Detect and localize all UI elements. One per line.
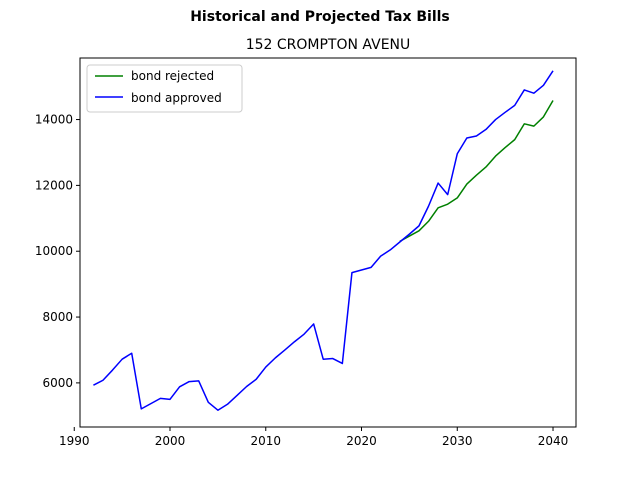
y-tick-label: 12000 bbox=[35, 178, 73, 192]
plot-series bbox=[93, 70, 554, 411]
x-tick-label: 1990 bbox=[59, 434, 90, 448]
legend-label-bond-rejected: bond rejected bbox=[131, 69, 214, 83]
legend-box bbox=[86, 64, 243, 113]
x-tick-label: 2040 bbox=[538, 434, 569, 448]
x-tick-label: 2020 bbox=[346, 434, 377, 448]
x-tick-label: 2000 bbox=[155, 434, 186, 448]
series-line-bond-rejected bbox=[399, 100, 554, 243]
y-tick-label: 6000 bbox=[42, 376, 73, 390]
x-tick-label: 2010 bbox=[250, 434, 281, 448]
plot-frame bbox=[79, 57, 577, 428]
x-axis: 1990 2000 2010 2020 2030 2040 bbox=[59, 427, 568, 448]
legend-label-bond-approved: bond approved bbox=[131, 91, 222, 105]
legend: bond rejected bond approved bbox=[86, 64, 243, 113]
x-tick-label: 2030 bbox=[442, 434, 473, 448]
series-line-bond-approved bbox=[93, 70, 554, 411]
y-tick-label: 8000 bbox=[42, 310, 73, 324]
chart-title: Historical and Projected Tax Bills bbox=[190, 9, 450, 25]
y-tick-label: 14000 bbox=[35, 113, 73, 127]
y-axis: 6000 8000 10000 12000 14000 bbox=[35, 113, 80, 390]
y-tick-label: 10000 bbox=[35, 244, 73, 258]
chart-subtitle: 152 CROMPTON AVENU bbox=[246, 37, 411, 53]
